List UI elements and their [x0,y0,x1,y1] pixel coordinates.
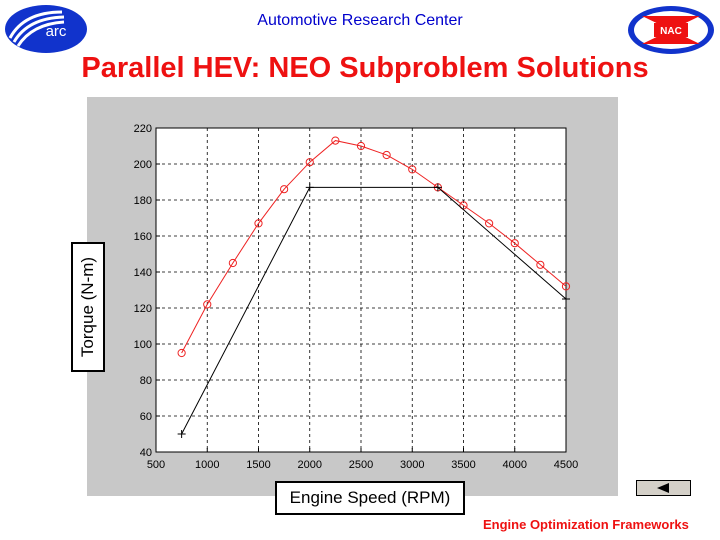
y-tick-label: 80 [140,375,152,387]
y-tick-label: 140 [134,267,152,279]
series-1-point [254,219,263,228]
series-2-line [181,186,567,435]
y-tick-label: 200 [134,159,152,171]
series-1-point [331,136,340,145]
series-1-point [228,258,237,268]
y-tick-label: 160 [134,231,152,243]
left-triangle-icon [657,483,669,493]
x-tick-label: 500 [147,459,165,471]
arc-logo-text: arc [46,23,67,40]
x-tick-label: 2000 [298,459,322,471]
back-button[interactable] [636,480,691,496]
y-axis-label: Torque (N-m) [78,256,97,358]
series-1-point [356,141,366,151]
series-2-point [305,183,314,192]
y-tick-label: 60 [140,411,152,423]
y-tick-label: 120 [134,303,152,315]
series-1-point [280,185,289,194]
series-1-line [181,140,567,354]
x-tick-label: 3000 [400,459,424,471]
series-1-point [459,201,468,210]
x-tick-label: 4500 [554,459,578,471]
series-1-point [485,219,494,228]
series-1-point [203,300,212,309]
y-tick-label: 180 [134,195,152,207]
slide-title: Parallel HEV: NEO Subproblem Solutions [81,52,649,84]
x-tick-label: 4000 [503,459,527,471]
footer-text: Engine Optimization Frameworks [483,517,689,532]
series-1-point [382,150,391,160]
series-2-point [433,183,442,192]
series-1-point [408,165,417,174]
chart: 500 1000 1500 2000 2500 3000 3500 4000 4500 40 60 8… [134,123,579,471]
x-axis-label: Engine Speed (RPM) [275,481,465,515]
y-axis-label-box: Torque (N-m) [71,242,105,372]
nac-logo: NAC [628,6,714,54]
header-title: Automotive Research Center [257,12,463,29]
series-1-point [536,260,545,269]
y-tick-label: 100 [134,339,152,351]
x-tick-label: 1500 [246,459,270,471]
series-1-point [510,239,519,248]
plot-panel: 500 1000 1500 2000 2500 3000 3500 4000 4500 40 60 8… [87,97,618,496]
y-tick-label: 40 [140,447,152,459]
series-1-point [177,348,186,358]
x-tick-label: 2500 [349,459,373,471]
arc-logo: arc [5,5,87,53]
series-2-point [562,295,570,303]
series-1-point [305,158,314,167]
nac-logo-text: NAC [660,26,682,37]
series-1-point [561,282,571,291]
x-tick-label: 3500 [451,459,475,471]
x-tick-label: 1000 [195,459,219,471]
y-tick-label: 220 [134,123,152,135]
series-2-point [177,430,186,438]
